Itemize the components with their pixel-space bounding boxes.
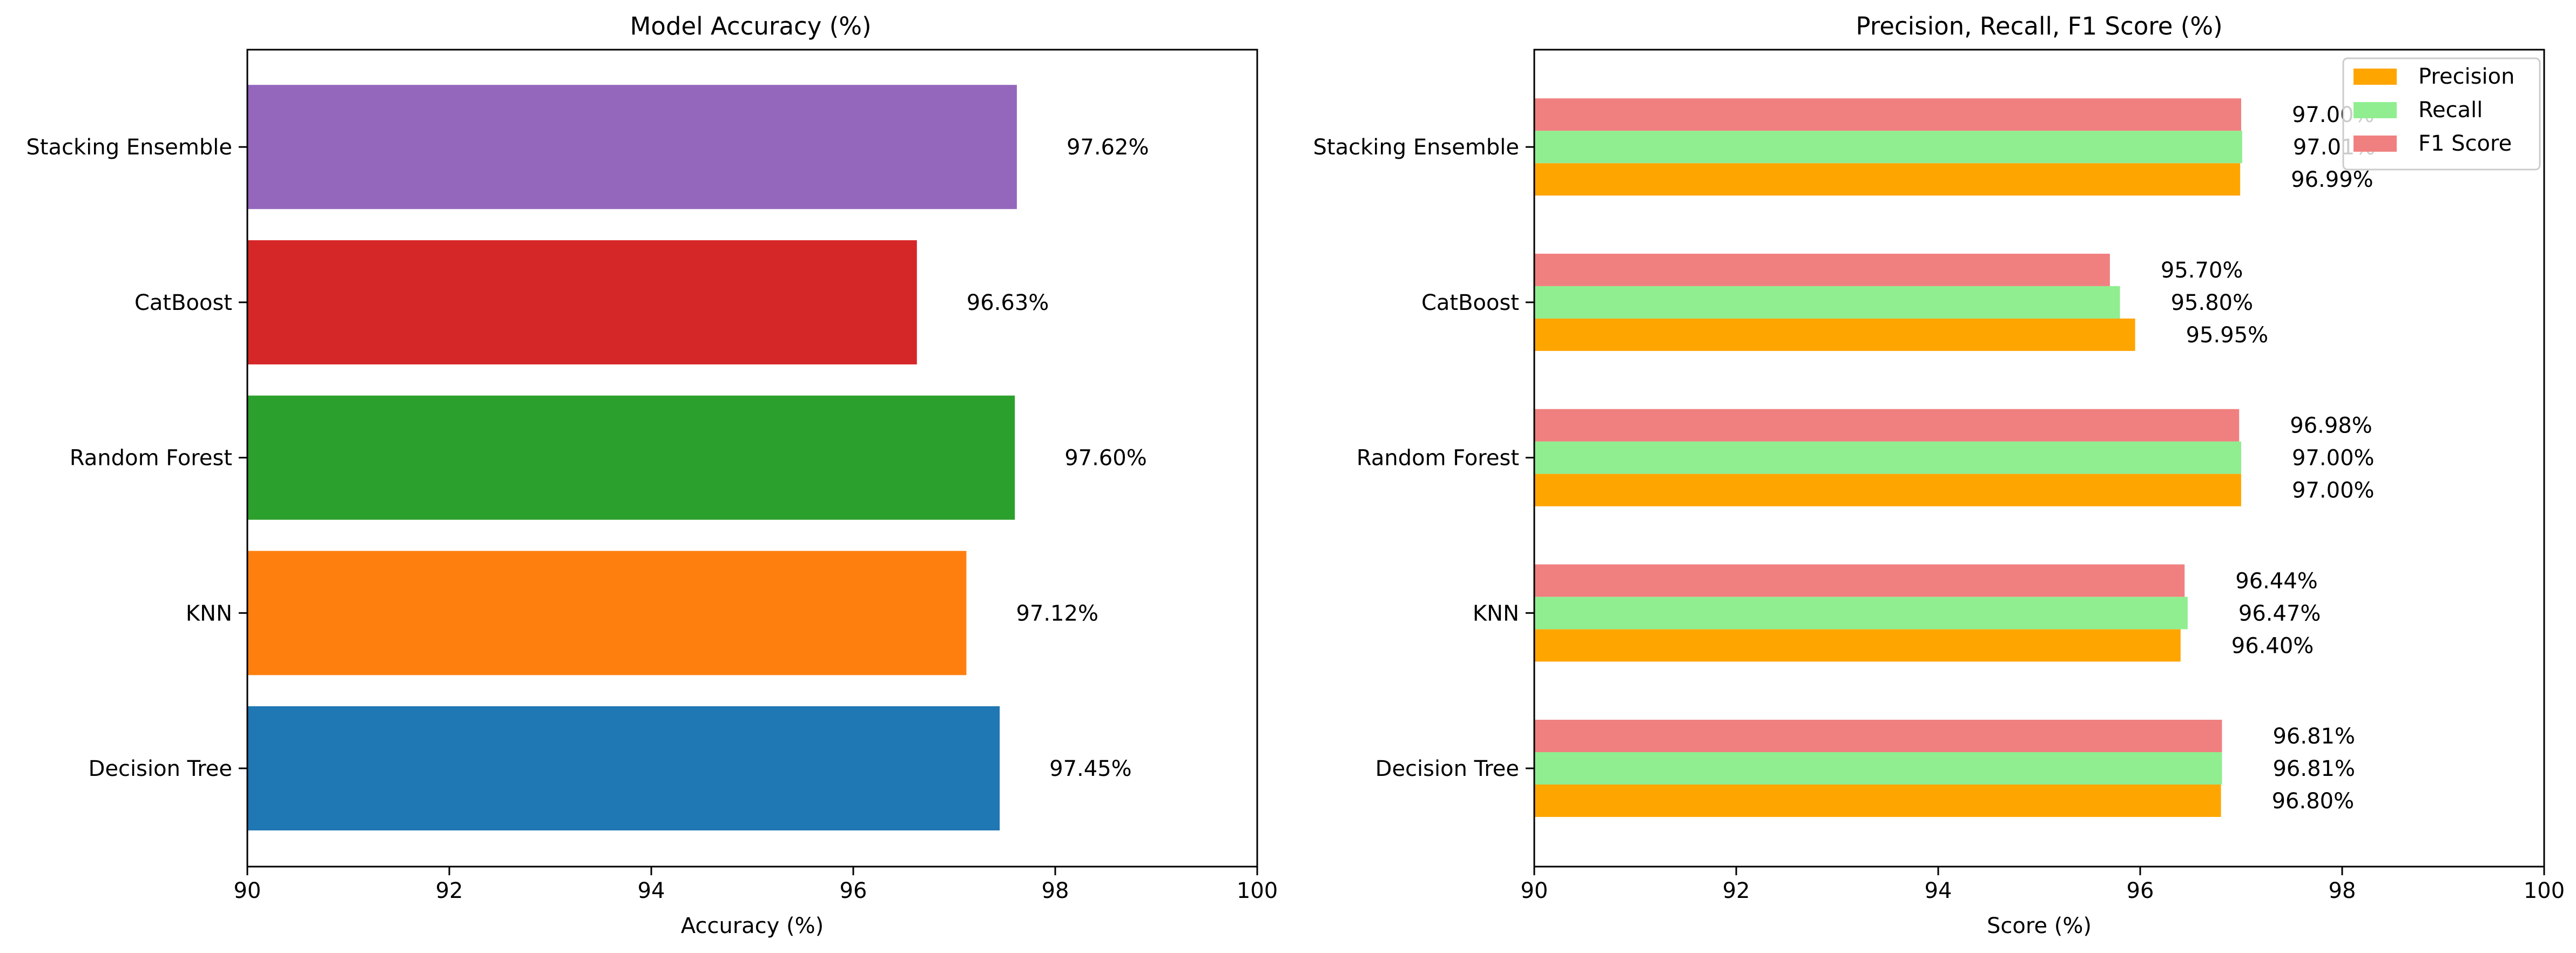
prf-value-label-precision-decision-tree: 96.80% <box>2272 789 2355 814</box>
accuracy-y-tick-decision-tree: Decision Tree <box>89 756 232 781</box>
prf-bar-f1-score-decision-tree <box>1534 720 2222 752</box>
accuracy-bar-random-forest <box>247 395 1015 520</box>
prf-bar-precision-decision-tree <box>1534 785 2221 817</box>
accuracy-y-tick-random-forest: Random Forest <box>70 446 232 471</box>
precision-recall-f1-chart: Precision, Recall, F1 Score (%) 96.80% 96… <box>1313 12 2565 938</box>
prf-y-tick-stacking-ensemble: Stacking Ensemble <box>1313 135 1519 160</box>
prf-y-tick-decision-tree: Decision Tree <box>1375 756 1519 781</box>
prf-value-label-precision-random-forest: 97.00% <box>2292 478 2375 503</box>
accuracy-y-tick-knn: KNN <box>186 601 232 626</box>
prf-x-ticks: 90 92 94 96 98 100 <box>1521 867 2565 903</box>
legend-label-f1-score: F1 Score <box>2418 131 2512 156</box>
prf-x-tick-label: 90 <box>1521 878 1548 903</box>
accuracy-x-tick-label: 96 <box>840 878 867 903</box>
prf-value-label-f1-score-knn: 96.44% <box>2235 569 2318 593</box>
prf-bar-precision-random-forest <box>1534 474 2241 506</box>
prf-x-tick-label: 92 <box>1723 878 1750 903</box>
accuracy-value-label-catboost: 96.63% <box>967 290 1049 315</box>
prf-value-label-f1-score-random-forest: 96.98% <box>2290 414 2372 438</box>
prf-bar-recall-stacking-ensemble <box>1534 131 2242 164</box>
prf-bar-recall-random-forest <box>1534 441 2241 474</box>
prf-bars <box>1534 98 2242 817</box>
prf-x-tick-label: 96 <box>2127 878 2154 903</box>
prf-chart-title: Precision, Recall, F1 Score (%) <box>1856 12 2222 40</box>
accuracy-y-tick-labels: Decision Tree KNN Random Forest CatBoost Sta… <box>26 135 247 781</box>
accuracy-value-label-stacking-ensemble: 97.62% <box>1067 135 1149 160</box>
accuracy-value-label-decision-tree: 97.45% <box>1049 756 1132 781</box>
prf-value-label-recall-decision-tree: 96.81% <box>2272 756 2355 781</box>
legend-swatch-recall <box>2354 102 2397 118</box>
prf-bar-f1-score-random-forest <box>1534 409 2240 442</box>
prf-value-label-f1-score-decision-tree: 96.81% <box>2272 724 2355 749</box>
accuracy-value-label-knn: 97.12% <box>1016 601 1098 626</box>
prf-value-label-f1-score-catboost: 95.70% <box>2161 258 2243 283</box>
prf-value-label-precision-catboost: 95.95% <box>2186 323 2269 348</box>
accuracy-x-tick-label: 94 <box>638 878 665 903</box>
prf-legend: Precision Recall F1 Score <box>2342 57 2541 171</box>
prf-bar-precision-stacking-ensemble <box>1534 163 2241 196</box>
prf-bar-recall-catboost <box>1534 286 2120 319</box>
prf-x-tick-label: 94 <box>1925 878 1952 903</box>
accuracy-bar-knn <box>247 551 967 675</box>
accuracy-bar-catboost <box>247 240 917 364</box>
accuracy-y-tick-stacking-ensemble: Stacking Ensemble <box>26 135 232 160</box>
prf-value-label-precision-knn: 96.40% <box>2231 633 2314 658</box>
prf-plot-frame <box>1533 49 2545 868</box>
prf-bar-f1-score-stacking-ensemble <box>1534 98 2241 131</box>
prf-bar-precision-catboost <box>1534 318 2135 351</box>
accuracy-x-tick-label: 90 <box>234 878 261 903</box>
accuracy-x-ticks: 90 92 94 96 98 100 <box>234 867 1278 903</box>
legend-swatch-precision <box>2354 69 2397 85</box>
prf-y-tick-knn: KNN <box>1473 601 1519 626</box>
prf-x-tick-label: 100 <box>2524 878 2565 903</box>
prf-value-label-recall-random-forest: 97.00% <box>2292 446 2375 471</box>
accuracy-plot-frame <box>246 49 1258 868</box>
accuracy-bars <box>247 85 1017 830</box>
prf-bar-precision-knn <box>1534 629 2181 662</box>
prf-value-label-recall-knn: 96.47% <box>2238 601 2321 626</box>
legend-label-precision: Precision <box>2418 64 2514 89</box>
accuracy-bar-stacking-ensemble <box>247 85 1017 209</box>
accuracy-y-tick-catboost: CatBoost <box>134 290 232 315</box>
prf-x-axis-label: Score (%) <box>1987 914 2092 938</box>
accuracy-bar-decision-tree <box>247 706 1000 830</box>
prf-bar-recall-decision-tree <box>1534 752 2222 785</box>
prf-y-tick-random-forest: Random Forest <box>1357 446 1519 471</box>
accuracy-chart: Model Accuracy (%) 97.45% 97.12% 97.60% 96.… <box>26 12 1278 938</box>
accuracy-x-axis-label: Accuracy (%) <box>681 914 824 938</box>
accuracy-chart-title: Model Accuracy (%) <box>630 12 871 40</box>
accuracy-x-tick-label: 98 <box>1042 878 1069 903</box>
accuracy-x-tick-label: 92 <box>436 878 463 903</box>
prf-value-label-recall-catboost: 95.80% <box>2171 290 2254 315</box>
prf-bar-f1-score-knn <box>1534 564 2185 597</box>
legend-label-recall: Recall <box>2418 98 2483 123</box>
prf-y-tick-catboost: CatBoost <box>1421 290 1519 315</box>
prf-value-label-precision-stacking-ensemble: 96.99% <box>2291 167 2373 192</box>
accuracy-x-tick-label: 100 <box>1237 878 1278 903</box>
prf-x-tick-label: 98 <box>2329 878 2356 903</box>
accuracy-value-label-random-forest: 97.60% <box>1064 446 1147 471</box>
accuracy-value-labels: 97.45% 97.12% 97.60% 96.63% 97.62% <box>967 135 1149 781</box>
legend-swatch-f1-score <box>2354 136 2397 152</box>
prf-y-tick-labels: Decision Tree KNN Random Forest CatBoost Sta… <box>1313 135 1534 781</box>
prf-bar-f1-score-catboost <box>1534 253 2110 286</box>
prf-bar-recall-knn <box>1534 597 2188 630</box>
